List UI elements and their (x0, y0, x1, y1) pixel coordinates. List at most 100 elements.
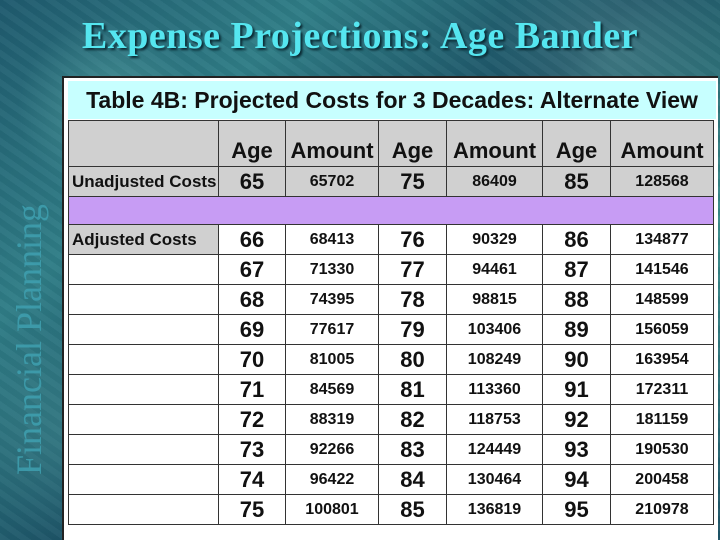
amount-cell: 94461 (446, 254, 543, 285)
age-cell: 67 (218, 254, 286, 285)
age-cell: 91 (542, 374, 611, 405)
age-cell: 86 (542, 224, 611, 255)
amount-cell: 124449 (446, 434, 543, 465)
amount-cell: 113360 (446, 374, 543, 405)
label-blank-cell (68, 314, 219, 345)
amount-cell: 108249 (446, 344, 543, 375)
amount-cell: 92266 (285, 434, 379, 465)
amount-cell: 163954 (610, 344, 714, 375)
age-cell: 93 (542, 434, 611, 465)
amount-cell: 65702 (285, 166, 379, 197)
age-cell: 82 (378, 404, 447, 435)
label-blank-cell (68, 404, 219, 435)
amount-cell: 141546 (610, 254, 714, 285)
table-caption: Table 4B: Projected Costs for 3 Decades:… (68, 81, 716, 119)
age-cell: 85 (378, 494, 447, 525)
amount-cell: 81005 (285, 344, 379, 375)
age-cell: 72 (218, 404, 286, 435)
age-cell: 73 (218, 434, 286, 465)
label-blank-cell (68, 494, 219, 525)
age-cell: 68 (218, 284, 286, 315)
adjusted-row: 75 100801 85 136819 95 210978 (68, 494, 714, 525)
amount-cell: 190530 (610, 434, 714, 465)
adjusted-row: 68 74395 78 98815 88 148599 (68, 284, 714, 315)
amount-cell: 136819 (446, 494, 543, 525)
amount-cell: 148599 (610, 284, 714, 315)
age-cell: 85 (542, 166, 611, 197)
adjusted-row: 69 77617 79 103406 89 156059 (68, 314, 714, 345)
separator-cell (68, 196, 714, 225)
separator-row (68, 196, 714, 225)
amount-cell: 210978 (610, 494, 714, 525)
amount-cell: 71330 (285, 254, 379, 285)
header-amount: Amount (610, 120, 714, 167)
label-blank-cell (68, 374, 219, 405)
age-cell: 76 (378, 224, 447, 255)
age-cell: 78 (378, 284, 447, 315)
amount-cell: 74395 (285, 284, 379, 315)
table-panel: Table 4B: Projected Costs for 3 Decades:… (62, 76, 718, 540)
amount-cell: 68413 (285, 224, 379, 255)
age-cell: 84 (378, 464, 447, 495)
age-cell: 95 (542, 494, 611, 525)
age-cell: 75 (218, 494, 286, 525)
label-blank-cell (68, 254, 219, 285)
amount-cell: 77617 (285, 314, 379, 345)
age-cell: 66 (218, 224, 286, 255)
age-cell: 79 (378, 314, 447, 345)
amount-cell: 181159 (610, 404, 714, 435)
age-cell: 88 (542, 284, 611, 315)
label-blank-cell (68, 344, 219, 375)
adjusted-row: 73 92266 83 124449 93 190530 (68, 434, 714, 465)
header-blank-cell (68, 120, 219, 167)
age-cell: 69 (218, 314, 286, 345)
age-cell: 74 (218, 464, 286, 495)
amount-cell: 103406 (446, 314, 543, 345)
age-cell: 83 (378, 434, 447, 465)
adjusted-row: 74 96422 84 130464 94 200458 (68, 464, 714, 495)
header-age: Age (542, 120, 611, 167)
label-blank-cell (68, 284, 219, 315)
amount-cell: 118753 (446, 404, 543, 435)
adjusted-row: 67 71330 77 94461 87 141546 (68, 254, 714, 285)
header-row: Age Amount Age Amount Age Amount (68, 120, 714, 167)
header-amount: Amount (446, 120, 543, 167)
amount-cell: 96422 (285, 464, 379, 495)
age-cell: 81 (378, 374, 447, 405)
label-blank-cell (68, 464, 219, 495)
adjusted-label: Adjusted Costs (68, 224, 219, 255)
amount-cell: 100801 (285, 494, 379, 525)
amount-cell: 134877 (610, 224, 714, 255)
unadjusted-row: Unadjusted Costs 65 65702 75 86409 85 128568 (68, 166, 714, 197)
age-cell: 77 (378, 254, 447, 285)
age-cell: 89 (542, 314, 611, 345)
age-cell: 90 (542, 344, 611, 375)
cost-table: Age Amount Age Amount Age Amount Unadjusted Co… (68, 120, 714, 525)
amount-cell: 200458 (610, 464, 714, 495)
age-cell: 70 (218, 344, 286, 375)
header-age: Age (218, 120, 286, 167)
header-age: Age (378, 120, 447, 167)
age-cell: 65 (218, 166, 286, 197)
amount-cell: 172311 (610, 374, 714, 405)
age-cell: 87 (542, 254, 611, 285)
adjusted-row: 70 81005 80 108249 90 163954 (68, 344, 714, 375)
amount-cell: 90329 (446, 224, 543, 255)
slide-title: Expense Projections: Age Bander (81, 15, 639, 57)
amount-cell: 86409 (446, 166, 543, 197)
adjusted-row: 72 88319 82 118753 92 181159 (68, 404, 714, 435)
amount-cell: 98815 (446, 284, 543, 315)
adjusted-row: 71 84569 81 113360 91 172311 (68, 374, 714, 405)
amount-cell: 128568 (610, 166, 714, 197)
age-cell: 71 (218, 374, 286, 405)
amount-cell: 156059 (610, 314, 714, 345)
age-cell: 92 (542, 404, 611, 435)
side-watermark-text: Financial Planning (9, 204, 49, 475)
amount-cell: 88319 (285, 404, 379, 435)
unadjusted-label: Unadjusted Costs (68, 166, 219, 197)
adjusted-row: Adjusted Costs 66 68413 76 90329 86 134877 (68, 224, 714, 255)
label-blank-cell (68, 434, 219, 465)
age-cell: 75 (378, 166, 447, 197)
amount-cell: 84569 (285, 374, 379, 405)
age-cell: 94 (542, 464, 611, 495)
